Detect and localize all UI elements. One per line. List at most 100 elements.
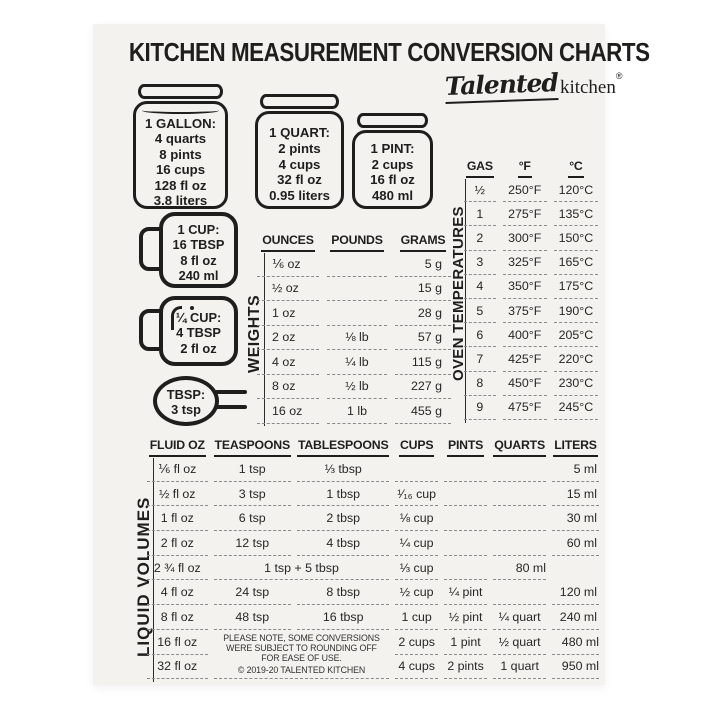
table-header-row: GAS °F °C <box>464 156 598 178</box>
table-cell <box>493 580 546 606</box>
registered-trademark-icon: ® <box>615 71 623 81</box>
jar-lid-icon <box>357 113 428 128</box>
table-row: ⅙ oz 5 g <box>257 252 451 277</box>
table-cell: 7 <box>464 347 496 372</box>
table-cell: 135°C <box>553 202 598 227</box>
table-row: 4 oz ¼ lb 115 g <box>257 350 451 375</box>
table-cell: ¼ pint <box>443 580 488 606</box>
table-cell <box>443 506 488 532</box>
table-cell: 425°F <box>502 347 547 372</box>
table-cell: ⅓ cup <box>395 556 438 581</box>
table-cell: 5 <box>464 299 496 324</box>
table-cell: 48 tsp <box>213 605 291 630</box>
spoon-handle-icon <box>215 405 247 409</box>
table-cell: 1 oz <box>257 301 319 326</box>
jar-lid-icon <box>138 84 223 99</box>
jar-label: 2 pints <box>278 140 321 156</box>
table-cell: 230°C <box>553 372 598 396</box>
table-cell: 2 cups <box>395 630 438 655</box>
mug-label: 1 CUP: <box>177 222 220 237</box>
table-row: 4 fl oz 24 tsp 8 tbsp ½ cup ¼ pint 120 ml <box>147 580 599 606</box>
mug-body: ¼ CUP: 4 TBSP 2 fl oz <box>159 296 238 366</box>
table-cell: 227 g <box>395 375 451 399</box>
table-cell: ⅛ lb <box>327 326 387 350</box>
table-cell: 12 tsp <box>213 531 291 556</box>
mug-label: 4 TBSP <box>176 325 221 341</box>
table-row: ½ 250°F 120°C <box>464 178 598 203</box>
table-cell: 275°F <box>502 202 547 227</box>
table-cell: 1 lb <box>327 399 387 424</box>
jar-label: 16 cups <box>155 162 206 178</box>
table-cell: 165°C <box>553 251 598 275</box>
brand-name-serif: kitchen <box>559 77 616 98</box>
table-cell: ⅙ fl oz <box>147 457 208 482</box>
jar-label: 8 pints <box>159 146 202 162</box>
table-cell: 1 pint <box>443 630 488 655</box>
table-cell: 5 g <box>395 252 451 277</box>
table-header-row: FLUID OZ TEASPOONS TABLESPOONS CUPS PINTS QUA… <box>147 435 599 457</box>
column-header: FLUID OZ <box>147 435 208 457</box>
column-header: TABLESPOONS <box>296 435 390 457</box>
mug-label: 2 fl oz <box>180 340 217 356</box>
table-cell: 1 <box>464 202 496 227</box>
volumes-divider-line <box>153 458 154 682</box>
table-cell: 80 ml <box>493 556 546 581</box>
table-row: 16 oz 1 lb 455 g <box>257 399 451 424</box>
table-cell: ½ pint <box>443 605 488 630</box>
table-cell <box>443 482 488 507</box>
jar-label: 128 fl oz <box>154 177 207 193</box>
table-cell: 3 <box>464 251 496 275</box>
column-header: °C <box>554 156 598 178</box>
table-cell: 8 tbsp <box>296 580 390 606</box>
jar-label: 4 quarts <box>154 131 207 147</box>
table-cell: 250°F <box>502 178 547 203</box>
table-cell: 15 g <box>395 277 451 301</box>
column-header: POUNDS <box>327 230 387 252</box>
jar-body: 1 GALLON: 4 quarts 8 pints 16 cups 128 f… <box>133 101 228 209</box>
table-cell: 190°C <box>553 299 598 324</box>
jar-lid-icon <box>260 94 339 109</box>
table-cell: 57 g <box>395 326 451 350</box>
table-row: 7 425°F 220°C <box>464 347 598 372</box>
table-cell: ¼ quart <box>493 605 546 630</box>
table-cell: 4 <box>464 275 496 299</box>
table-cell: 16 fl oz <box>147 630 208 655</box>
table-row: 1 275°F 135°C <box>464 202 598 227</box>
table-cell: 1 tsp + 5 tbsp <box>213 556 390 581</box>
table-cell: 32 fl oz <box>147 655 208 680</box>
table-cell: 455 g <box>395 399 451 424</box>
table-cell: 375°F <box>502 299 547 324</box>
table-cell <box>327 277 387 301</box>
table-row: 2 300°F 150°C <box>464 226 598 251</box>
table-cell: ¹⁄₁₆ cup <box>395 482 438 507</box>
brand-name-script: Talented <box>444 68 559 104</box>
jar-thread-line <box>142 107 219 114</box>
table-cell: 350°F <box>502 275 547 299</box>
measure-dot-icon <box>190 306 194 310</box>
footnote-cell: PLEASE NOTE, SOME CONVERSIONS WERE SUBJEC… <box>213 630 390 680</box>
jar-label: 1 QUART: <box>269 125 330 140</box>
table-cell: 3 tsp <box>213 482 291 507</box>
table-cell: 120°C <box>553 178 598 203</box>
tablespoon-graphic: TBSP: 3 tsp <box>153 376 247 426</box>
table-cell: 1 quart <box>493 655 546 680</box>
table-cell: 1 cup <box>395 605 438 630</box>
table-row: 3 325°F 165°C <box>464 251 598 275</box>
column-header: TEASPOONS <box>213 435 291 457</box>
table-row: 5 375°F 190°C <box>464 299 598 324</box>
table-cell: ⅓ tbsp <box>296 457 390 482</box>
mug-label: 16 TBSP <box>172 237 225 253</box>
table-cell: ½ oz <box>257 277 319 301</box>
one-cup-mug-graphic: 1 CUP: 16 TBSP 8 fl oz 240 ml <box>139 212 238 288</box>
column-header: OUNCES <box>257 230 319 252</box>
table-row: ⅙ fl oz 1 tsp ⅓ tbsp 5 ml <box>147 457 599 482</box>
mug-label: 240 ml <box>178 268 219 284</box>
table-cell: 4 fl oz <box>147 580 208 606</box>
table-cell: 4 cups <box>395 655 438 680</box>
table-row: 1 oz 28 g <box>257 301 451 326</box>
table-cell: ⅙ oz <box>257 252 319 277</box>
table-cell: 240 ml <box>552 605 599 630</box>
table-cell: 8 oz <box>257 375 319 399</box>
table-cell: 220°C <box>553 347 598 372</box>
